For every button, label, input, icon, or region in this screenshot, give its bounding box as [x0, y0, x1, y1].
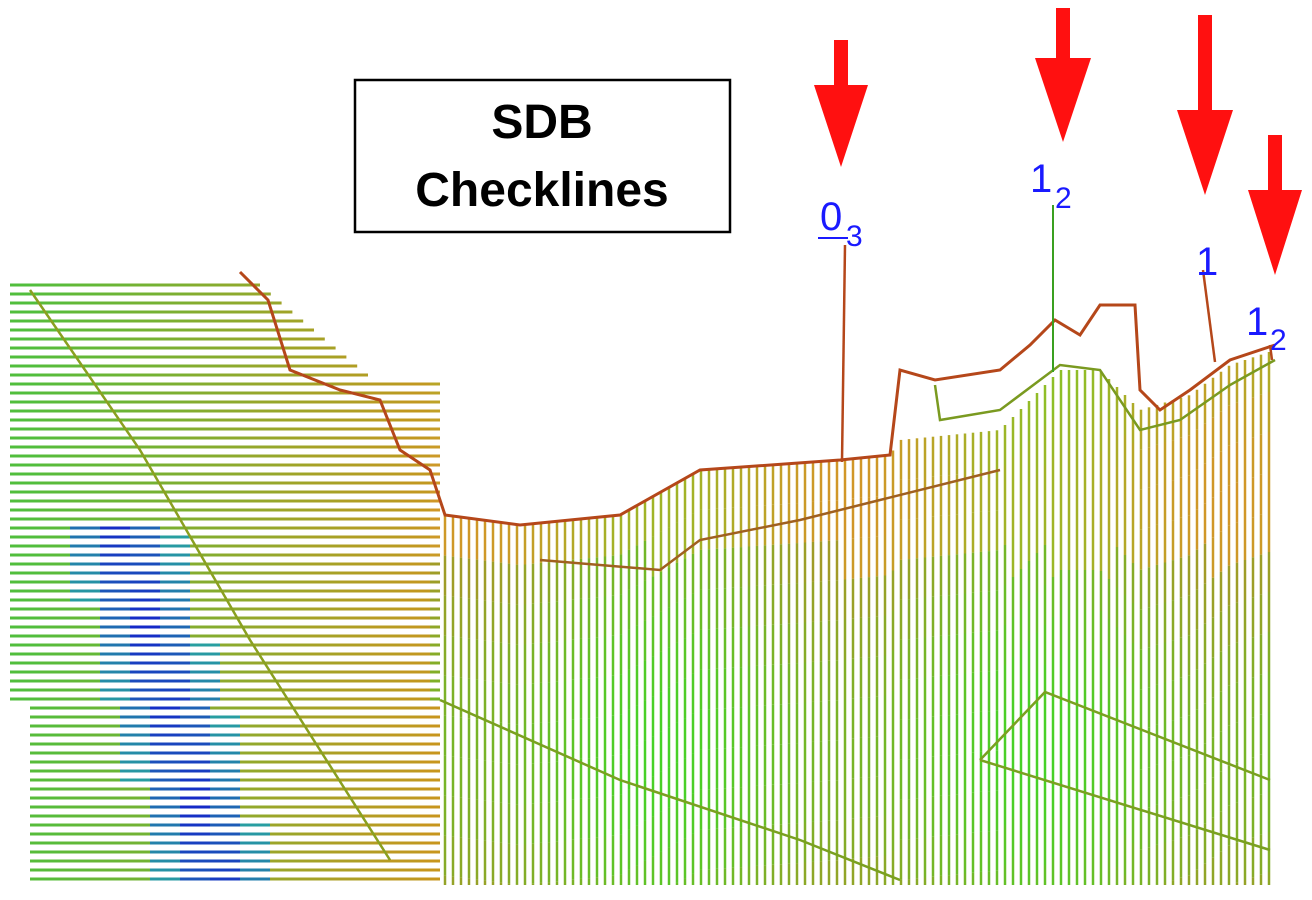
- survey-lines: [10, 283, 1271, 885]
- title-box: [353, 78, 732, 234]
- arrow: [1177, 15, 1233, 195]
- title-line: Checklines: [415, 164, 668, 217]
- track-line: [979, 690, 1271, 852]
- track-line: [539, 468, 1001, 572]
- checkline: [840, 244, 847, 463]
- arrows: [814, 8, 1302, 275]
- checkline-label: 1: [1246, 300, 1268, 344]
- checkline: [1201, 269, 1217, 363]
- checkline-sublabel: 3: [846, 220, 863, 253]
- coastline: [238, 270, 1276, 527]
- inner-contour: [933, 358, 1276, 432]
- track-line: [28, 289, 392, 861]
- checkline-label: 0: [820, 195, 842, 239]
- arrow: [814, 40, 868, 167]
- arrow: [1248, 135, 1302, 275]
- checkline-label: 1: [1196, 240, 1218, 284]
- checkline: [1268, 344, 1274, 361]
- track-line: [439, 698, 901, 882]
- arrow: [1035, 8, 1091, 142]
- title-line: SDB: [491, 96, 592, 149]
- checkline-label: 1: [1030, 157, 1052, 201]
- checkline-sublabel: 2: [1270, 324, 1287, 357]
- checkline-sublabel: 2: [1055, 182, 1072, 215]
